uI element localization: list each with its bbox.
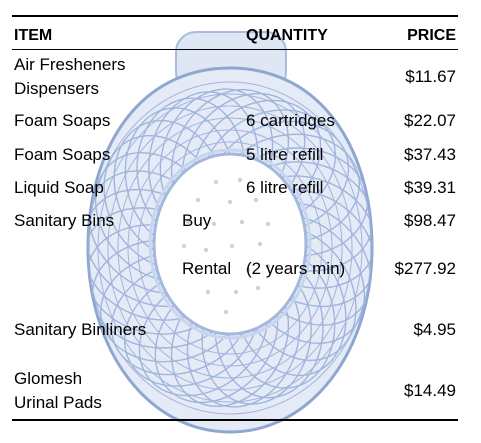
row-5-item: Sanitary Bins xyxy=(14,211,115,230)
table-bottom-rule xyxy=(12,419,458,421)
header-quantity: QUANTITY xyxy=(246,27,328,44)
header-price: PRICE xyxy=(407,27,456,44)
row-1-item-line1: Air Fresheners xyxy=(14,55,126,74)
row-3-item: Foam Soaps xyxy=(14,145,111,164)
row-4-quantity: 6 litre refill xyxy=(246,178,324,197)
row-4-item: Liquid Soap xyxy=(14,178,104,197)
row-4-price: $39.31 xyxy=(404,178,456,197)
row-7-item: Sanitary Binliners xyxy=(14,320,147,339)
row-1-item-line2: Dispensers xyxy=(14,79,100,98)
row-1-price: $11.67 xyxy=(405,67,456,86)
row-5-price: $98.47 xyxy=(404,211,456,230)
row-7-price: $4.95 xyxy=(413,320,456,339)
row-8-item-line1: Glomesh xyxy=(14,369,83,388)
row-2-item: Foam Soaps xyxy=(14,111,111,130)
table-top-rule xyxy=(12,15,458,17)
table-header-rule xyxy=(12,49,458,50)
row-6-option: Rental xyxy=(182,259,232,278)
row-3-quantity: 5 litre refill xyxy=(246,145,324,164)
row-8-price: $14.49 xyxy=(404,381,456,400)
row-3-price: $37.43 xyxy=(404,145,456,164)
row-2-price: $22.07 xyxy=(404,111,456,130)
row-8-item-line2: Urinal Pads xyxy=(14,393,102,412)
row-6-quantity: (2 years min) xyxy=(246,259,346,278)
row-2-quantity: 6 cartridges xyxy=(246,111,335,130)
urinal-pad-illustration xyxy=(86,31,374,434)
row-6-price: $277.92 xyxy=(394,259,456,278)
row-5-option: Buy xyxy=(182,211,212,230)
header-item: ITEM xyxy=(14,27,53,44)
